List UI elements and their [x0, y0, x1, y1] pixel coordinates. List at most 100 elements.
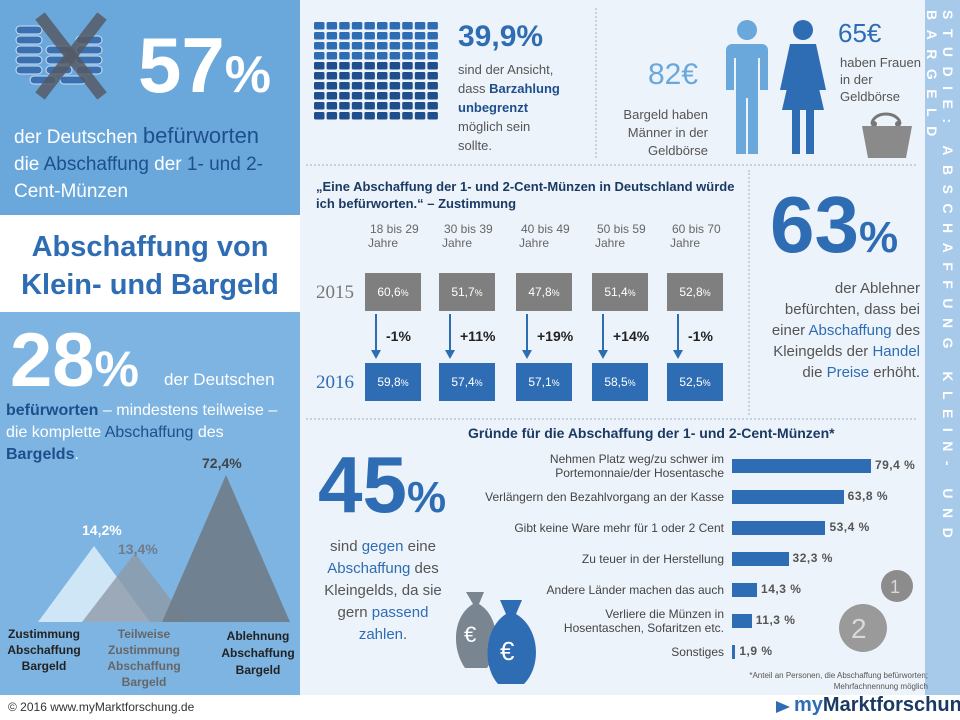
banknote-mark [351, 62, 363, 70]
banknote-mark [377, 92, 388, 100]
change-label: +14% [613, 328, 650, 344]
reason-bar [732, 459, 871, 473]
cell-2015: 51,4% [592, 273, 648, 311]
banknote-mark [351, 82, 363, 90]
pct-63: 63% [770, 180, 899, 269]
cross-icon [35, 12, 107, 100]
banknote-mark [326, 22, 338, 30]
change-label: +19% [537, 328, 574, 344]
reason-bar [732, 645, 736, 659]
label-zustimmung: Zustimmung Abschaffung Bargeld [7, 627, 81, 673]
footer [0, 695, 960, 720]
label-14-2: 14,2% [82, 522, 122, 538]
reason-value: 1,9 % [739, 644, 773, 658]
banknote-mark [402, 22, 413, 30]
banknote-mark [427, 22, 438, 30]
banknote-mark [351, 72, 363, 80]
banknote-mark [414, 62, 426, 70]
cell-2016: 57,1% [516, 363, 572, 401]
banknote-mark [351, 32, 363, 40]
cell-2016: 59,8% [365, 363, 421, 401]
banknote-mark [377, 62, 388, 70]
banknote-mark [389, 52, 401, 60]
banknote-mark [314, 42, 325, 50]
banknote-mark [427, 102, 438, 110]
change-label: -1% [688, 328, 713, 344]
banknote-mark [314, 52, 325, 60]
reason-bar [732, 521, 826, 535]
reason-label: Gibt keine Ware mehr für 1 oder 2 Cent [514, 521, 724, 535]
banknote-mark [339, 112, 350, 120]
banknote-mark [414, 92, 426, 100]
banknote-mark [377, 82, 388, 90]
banknote-mark [314, 72, 325, 80]
banknote-mark [351, 42, 363, 50]
banknote-mark [364, 22, 375, 30]
divider [595, 8, 597, 158]
text-39-9: sind der Ansicht, dass Barzahlung unbegr… [458, 62, 560, 153]
triangles-chart: 14,2% 13,4% 72,4% [38, 455, 290, 622]
comparison-title: „Eine Abschaffung der 1- und 2-Cent-Münz… [316, 179, 735, 211]
banknote-mark [364, 42, 375, 50]
reason-label: Verliere die Münzen in Hosentaschen, Sofa… [563, 607, 724, 635]
banknotes-grid-icon [314, 22, 438, 120]
banknote-mark [389, 102, 401, 110]
banknote-mark [389, 62, 401, 70]
banknote-mark [364, 112, 375, 120]
pct-57: 57% [138, 21, 272, 109]
reason-label: Nehmen Platz weg/zu schwer im Portemonnai… [549, 452, 724, 480]
banknote-mark [326, 42, 338, 50]
banknote-mark [414, 22, 426, 30]
cell-2016: 52,5% [667, 363, 723, 401]
banknote-mark [351, 112, 363, 120]
triangle-ablehnung [162, 475, 290, 622]
age-label: 60 bis 70 Jahre [670, 222, 721, 250]
banknote-mark [364, 62, 375, 70]
banknote-mark [339, 42, 350, 50]
money-bag-icon: € € [455, 592, 536, 684]
text-28-b: befürworten – mindestens teilweise – die… [6, 402, 278, 463]
banknote-mark [326, 72, 338, 80]
text-57: der Deutschen befürworten die Abschaffun… [14, 123, 263, 202]
cell-2016: 57,4% [439, 363, 495, 401]
cell-2015: 51,7% [439, 273, 495, 311]
banknote-mark [389, 42, 401, 50]
banknote-mark [427, 112, 438, 120]
pct-39-9: 39,9% [458, 20, 544, 53]
banknote-mark [402, 32, 413, 40]
age-label: 18 bis 29 Jahre [368, 222, 419, 250]
banknote-mark [377, 22, 388, 30]
banknote-mark [326, 92, 338, 100]
man-icon [726, 20, 768, 154]
banknote-mark [326, 52, 338, 60]
title-panel [0, 215, 300, 312]
cell-2015: 60,6% [365, 273, 421, 311]
banknote-mark [402, 112, 413, 120]
banknote-mark [402, 102, 413, 110]
banknote-mark [389, 72, 401, 80]
banknote-mark [326, 62, 338, 70]
svg-text:2: 2 [851, 613, 867, 644]
banknote-mark [427, 42, 438, 50]
banknote-mark [351, 52, 363, 60]
arrow-down-icon [598, 314, 608, 359]
reason-bar [732, 583, 758, 597]
banknote-mark [402, 62, 413, 70]
label-teilweise: Teilweise Zustimmung Abschaffung Bargeld [107, 627, 181, 689]
divider [306, 418, 916, 420]
arrow-down-icon [371, 314, 381, 359]
banknote-mark [339, 102, 350, 110]
reason-value: 11,3 % [755, 613, 796, 627]
copyright: © 2016 www.myMarktforschung.de [8, 700, 195, 714]
pct-45: 45% [318, 440, 447, 529]
banknote-mark [339, 52, 350, 60]
banknote-mark [314, 62, 325, 70]
banknote-mark [389, 112, 401, 120]
panel-28 [0, 312, 300, 695]
purse-icon [862, 112, 912, 158]
banknote-mark [339, 72, 350, 80]
cell-2015: 47,8% [516, 273, 572, 311]
banknote-mark [314, 32, 325, 40]
banknote-mark [389, 82, 401, 90]
banknote-mark [364, 52, 375, 60]
